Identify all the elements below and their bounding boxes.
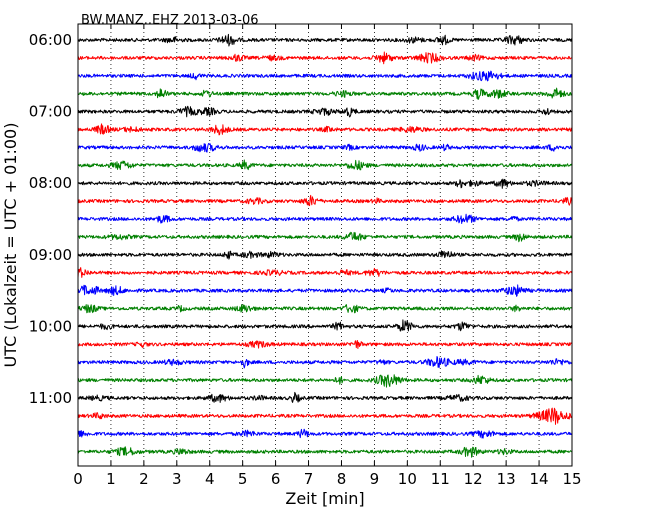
trace-1000	[77, 319, 573, 332]
x-tick-label: 9	[370, 470, 380, 488]
trace-0630	[77, 70, 573, 82]
trace-0645	[77, 87, 573, 100]
x-tick-label: 4	[205, 470, 215, 488]
y-axis-ticks: 06:00 07:00 08:00 09:00 10:00 11:00	[29, 31, 572, 407]
x-tick-label: 1	[106, 470, 116, 488]
y-tick-label: 06:00	[29, 31, 72, 49]
x-tick-label: 3	[172, 470, 182, 488]
x-tick-label: 2	[139, 470, 149, 488]
y-tick-label: 11:00	[29, 389, 72, 407]
trace-0600	[77, 33, 573, 47]
trace-1145	[77, 446, 573, 458]
x-tick-label: 11	[431, 470, 450, 488]
y-axis-label: UTC (Lokalzeit = UTC + 01:00)	[1, 123, 20, 368]
trace-1015	[77, 340, 573, 349]
x-tick-label: 14	[530, 470, 549, 488]
trace-0800	[77, 178, 573, 189]
trace-0845	[77, 231, 573, 243]
trace-0945	[77, 304, 573, 314]
trace-0715	[77, 123, 573, 136]
trace-0730	[77, 143, 573, 153]
y-tick-label: 07:00	[29, 103, 72, 121]
trace-0930	[77, 284, 573, 297]
trace-0830	[77, 213, 573, 224]
y-tick-label: 09:00	[29, 246, 72, 264]
trace-group	[77, 33, 573, 458]
x-tick-label: 7	[304, 470, 314, 488]
x-tick-label: 13	[497, 470, 516, 488]
y-tick-label: 08:00	[29, 174, 72, 192]
plot-frame	[77, 23, 573, 467]
x-tick-label: 12	[464, 470, 483, 488]
grid-lines	[110, 24, 540, 466]
trace-0915	[77, 267, 573, 278]
trace-1030	[77, 356, 573, 369]
trace-1045	[77, 374, 573, 388]
chart-title: BW.MANZ..EHZ 2013-03-06	[81, 13, 259, 28]
x-tick-label: 6	[271, 470, 281, 488]
y-tick-label: 10:00	[29, 317, 72, 335]
x-tick-label: 8	[337, 470, 347, 488]
trace-0700	[77, 105, 573, 118]
x-tick-label: 0	[73, 470, 83, 488]
trace-0615	[77, 51, 573, 65]
trace-0745	[77, 159, 573, 171]
trace-0815	[77, 194, 573, 207]
x-axis-label: Zeit [min]	[285, 489, 364, 508]
trace-1130	[77, 428, 573, 439]
x-tick-label: 5	[238, 470, 248, 488]
x-tick-label: 10	[398, 470, 417, 488]
trace-1100	[77, 391, 573, 403]
trace-0900	[77, 250, 573, 260]
trace-1115	[77, 407, 573, 425]
x-tick-label: 15	[562, 470, 581, 488]
x-axis-ticks: 0 1 2 3 4 5 6 7 8 9 10 11 12 13 14 15	[73, 24, 582, 488]
